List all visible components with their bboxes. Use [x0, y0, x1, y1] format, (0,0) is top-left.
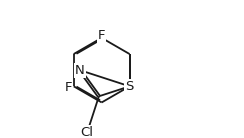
Text: F: F [64, 81, 72, 94]
Text: S: S [125, 80, 134, 93]
Text: F: F [98, 29, 105, 42]
Text: N: N [75, 64, 85, 77]
Text: Cl: Cl [81, 126, 94, 138]
